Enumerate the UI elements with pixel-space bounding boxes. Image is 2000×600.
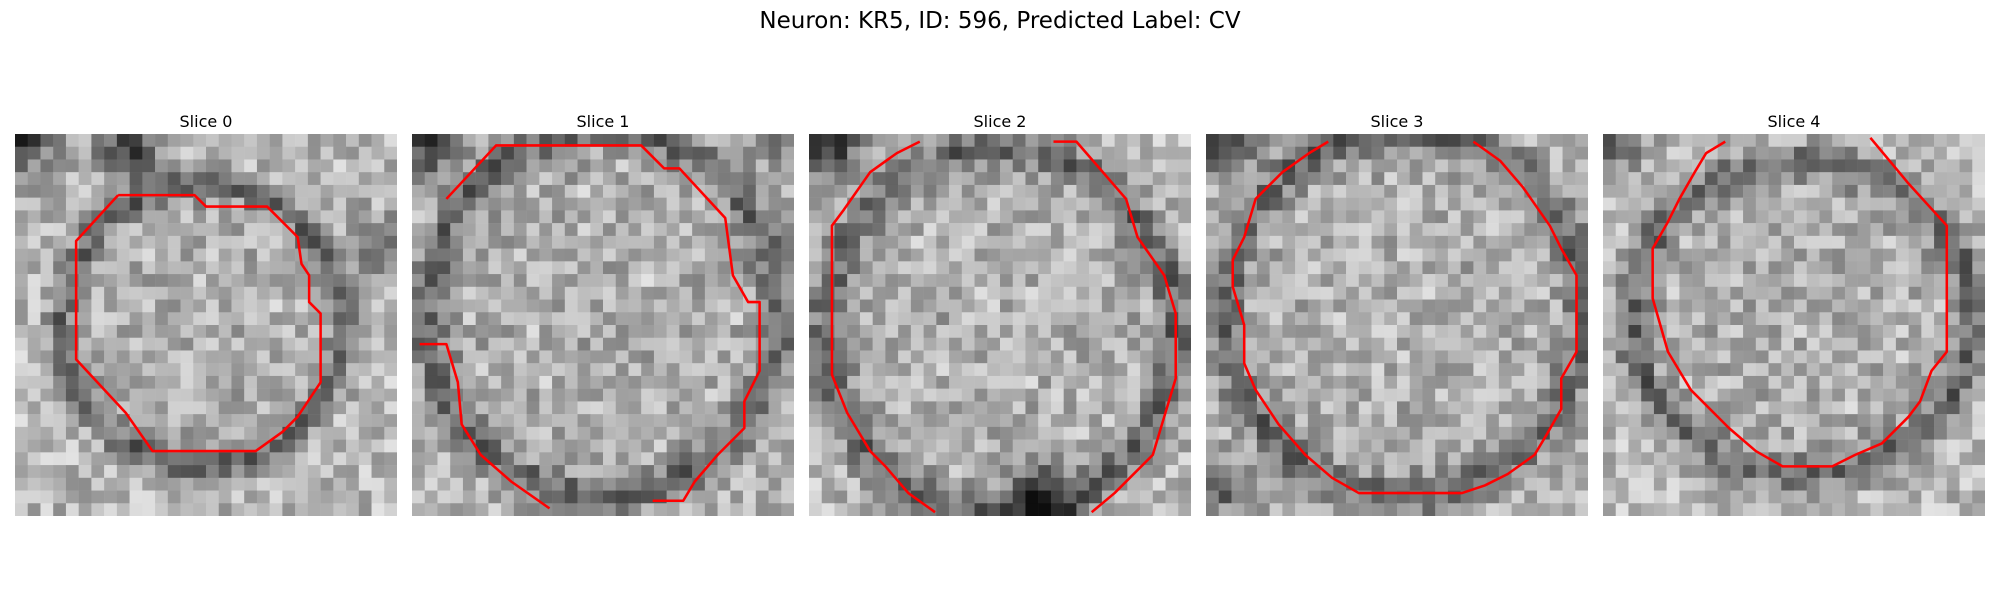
- contour-line-secondary: [830, 140, 936, 514]
- figure-title: Neuron: KR5, ID: 596, Predicted Label: C…: [759, 8, 1241, 34]
- slice-title: Slice 1: [576, 112, 630, 131]
- slice-title: Slice 4: [1767, 112, 1821, 131]
- contour-line: [74, 193, 322, 453]
- contour-line: [1053, 140, 1177, 514]
- contour-line: [445, 144, 761, 502]
- slice-panel-3: Slice 3: [1206, 110, 1588, 516]
- slice-image: [809, 134, 1191, 516]
- slice-image: [15, 134, 397, 516]
- contour-line: [1651, 137, 1949, 468]
- slice-panel-0: Slice 0: [15, 110, 397, 516]
- slice-title: Slice 0: [179, 112, 233, 131]
- slice-panel-1: Slice 1: [412, 110, 794, 516]
- slice-panel-4: Slice 4: [1603, 110, 1985, 516]
- slice-image: [412, 134, 794, 516]
- slice-title: Slice 3: [1370, 112, 1424, 131]
- contour-line: [1231, 140, 1578, 495]
- slice-panel-2: Slice 2: [809, 110, 1191, 516]
- slice-image: [1206, 134, 1588, 516]
- slice-image: [1603, 134, 1985, 516]
- contour-line-secondary: [419, 342, 551, 510]
- slice-title: Slice 2: [973, 112, 1027, 131]
